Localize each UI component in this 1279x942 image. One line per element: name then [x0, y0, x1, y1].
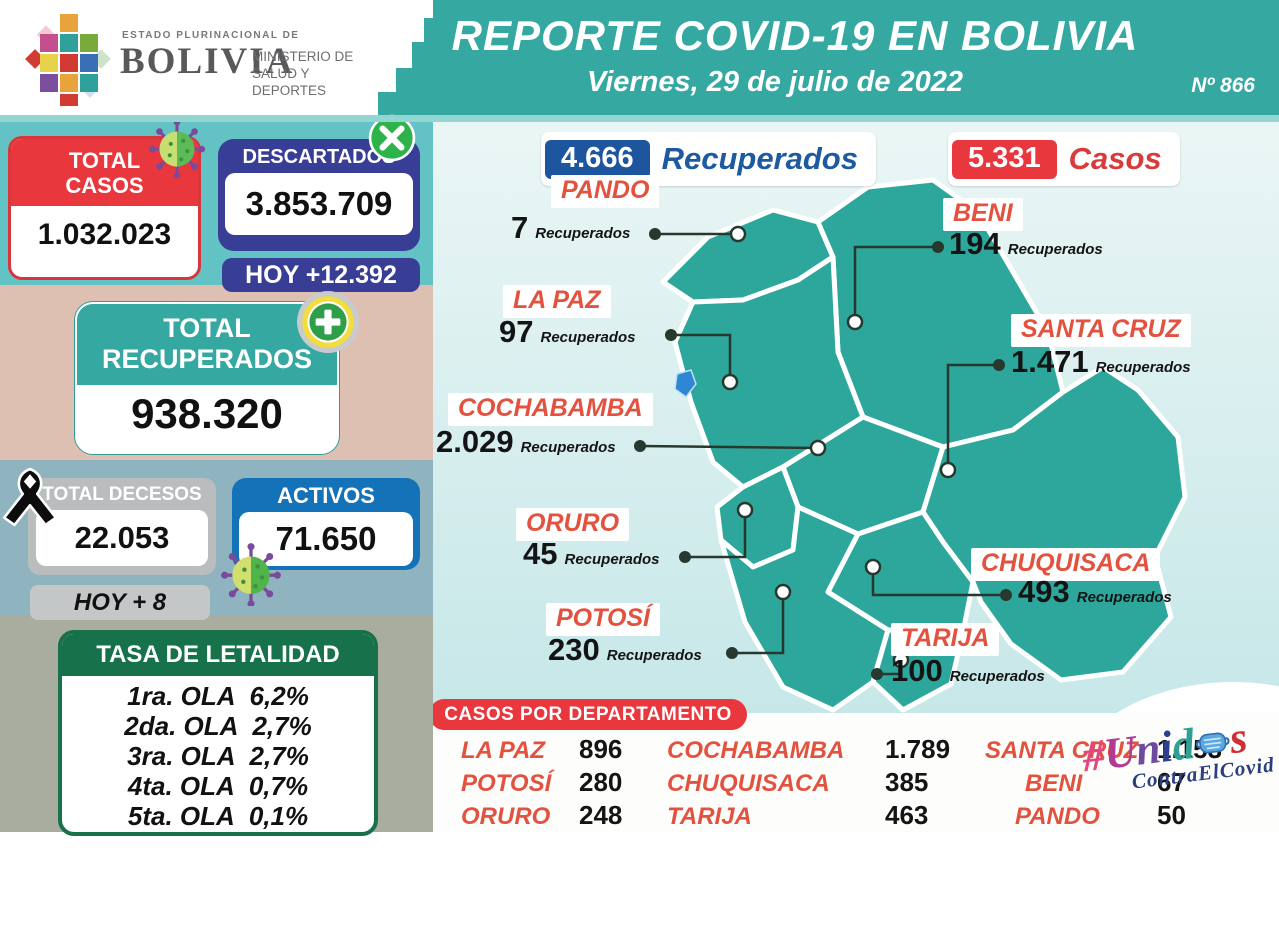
dept-label-cochabamba: COCHABAMBA: [448, 393, 653, 426]
dept-count-beni: 194 Recuperados: [949, 226, 1103, 261]
tasa-row: 4ta. OLA 0,7%: [127, 771, 309, 801]
dept-label-pando: PANDO: [551, 175, 660, 208]
ministry-logo: [25, 14, 111, 106]
activos-card: ACTIVOS 71.650: [232, 478, 420, 570]
header-bar: ESTADO PLURINACIONAL DE BOLIVIA MINISTER…: [0, 0, 1279, 115]
dept-label-tarija: TARIJA: [891, 623, 1000, 656]
mourning-ribbon-icon: [2, 467, 58, 527]
table-cell-name: CHUQUISACA: [667, 770, 830, 797]
discarded-x-icon: [368, 114, 416, 162]
logo-country-name: BOLIVIA: [120, 41, 295, 82]
tasa-row: 5ta. OLA 0,1%: [127, 801, 309, 831]
casos-total-badge: 5.331 Casos: [948, 132, 1180, 186]
decesos-today-badge: HOY + 8: [30, 585, 210, 620]
campaign-hashtag-word: #Unid s: [1079, 712, 1250, 782]
page-title: REPORTE COVID-19 EN BOLIVIA: [451, 12, 1139, 59]
dept-count-santa-cruz: 1.471 Recuperados: [1011, 344, 1191, 379]
table-cell-name: ORURO: [461, 803, 551, 830]
table-cell-value: 50: [1157, 800, 1186, 830]
table-cell-value: 280: [579, 767, 623, 797]
dept-count-potosi: 230 Recuperados: [548, 632, 702, 667]
table-cell-name: LA PAZ: [461, 737, 545, 764]
dept-count-oruro: 45 Recuperados: [523, 536, 660, 571]
map-panel: 4.666 Recuperados 5.331 Casos: [429, 122, 1279, 942]
stair-step-icon: [424, 18, 433, 115]
table-cell-value: 463: [885, 800, 929, 830]
total-decesos-card: TOTAL DECESOS 22.053: [28, 478, 216, 575]
recuperados-total-value: 4.666: [545, 139, 650, 179]
dept-label-potosi: POTOSÍ: [546, 603, 661, 636]
casos-table-title: CASOS POR DEPARTAMENTO: [429, 699, 747, 730]
dept-label-la-paz: LA PAZ: [503, 285, 611, 318]
total-decesos-label: TOTAL DECESOS: [42, 484, 202, 505]
tasa-row: 3ra. OLA 2,7%: [127, 741, 309, 771]
descartados-label: DESCARTADOS: [242, 146, 396, 168]
table-cell-value: 248: [579, 800, 623, 830]
logo-ministry-name: MINISTERIO DE SALUD Y DEPORTES: [252, 49, 354, 98]
dept-count-cochabamba: 2.029 Recuperados: [436, 424, 616, 459]
tasa-row: 1ra. OLA 6,2%: [127, 681, 309, 711]
dept-label-oruro: ORURO: [516, 508, 630, 541]
total-recuperados-value: 938.320: [131, 390, 283, 437]
casos-table-strip: [433, 713, 1279, 832]
campaign-logo: #Unid s ContraElCovid: [1079, 709, 1279, 800]
virus-icon: [221, 543, 281, 606]
dept-label-beni: BENI: [943, 198, 1023, 231]
table-cell-name: SANTA CRUZ: [985, 737, 1139, 764]
casos-total-value: 5.331: [952, 139, 1057, 179]
table-cell-value: 1.789: [885, 734, 951, 764]
total-casos-value: 1.032.023: [37, 218, 172, 251]
table-cell-value: 896: [579, 734, 623, 764]
casos-total-label: Casos: [1068, 141, 1162, 176]
table-cell-value: 385: [885, 767, 929, 797]
report-number: Nº 866: [1191, 74, 1255, 97]
header-logo-area: ESTADO PLURINACIONAL DE BOLIVIA MINISTER…: [0, 0, 433, 115]
virus-icon: [148, 118, 206, 178]
descartados-today-badge: HOY +12.392: [222, 258, 420, 292]
descartados-value: 3.853.709: [225, 173, 413, 235]
table-cell-name: PANDO: [1015, 803, 1100, 830]
dept-label-santa-cruz: SANTA CRUZ: [1011, 314, 1191, 347]
total-recuperados-label: TOTAL RECUPERADOS: [77, 304, 337, 385]
total-decesos-value: 22.053: [36, 510, 208, 566]
stats-sidebar: TOTAL CASOS 1.032.023 DESCARTADOS 3.853.…: [0, 114, 433, 836]
table-cell-name: COCHABAMBA: [667, 737, 845, 764]
total-recuperados-card: TOTAL RECUPERADOS 938.320: [75, 302, 339, 454]
tasa-letalidad-card: TASA DE LETALIDAD 1ra. OLA 6,2% 2da. OLA 2…: [58, 630, 378, 836]
dept-count-tarija: 100 Recuperados: [891, 653, 1045, 688]
dept-count-pando: 7 Recuperados: [511, 210, 631, 245]
dept-count-chuquisaca: 493 Recuperados: [1018, 574, 1172, 609]
dept-count-la-paz: 97 Recuperados: [499, 314, 636, 349]
logo-small-text: ESTADO PLURINACIONAL DE: [122, 30, 300, 41]
casos-por-departamento-table: LA PAZ 896 COCHABAMBA 1.789 SANTA CRUZ 1…: [461, 734, 1222, 831]
activos-label: ACTIVOS: [277, 483, 375, 508]
table-cell-name: BENI: [1025, 770, 1083, 797]
plus-icon: [297, 291, 359, 353]
header-divider: [0, 115, 1279, 122]
table-cell-name: TARIJA: [667, 803, 752, 830]
recuperados-total-label: Recuperados: [661, 141, 858, 176]
tasa-letalidad-title: TASA DE LETALIDAD: [62, 634, 374, 676]
table-cell-value: 67: [1157, 767, 1186, 797]
tasa-row: 2da. OLA 2,7%: [124, 711, 312, 741]
report-date: Viernes, 29 de julio de 2022: [586, 66, 964, 98]
table-cell-name: POTOSÍ: [461, 770, 552, 797]
face-mask-icon: [1195, 732, 1230, 754]
